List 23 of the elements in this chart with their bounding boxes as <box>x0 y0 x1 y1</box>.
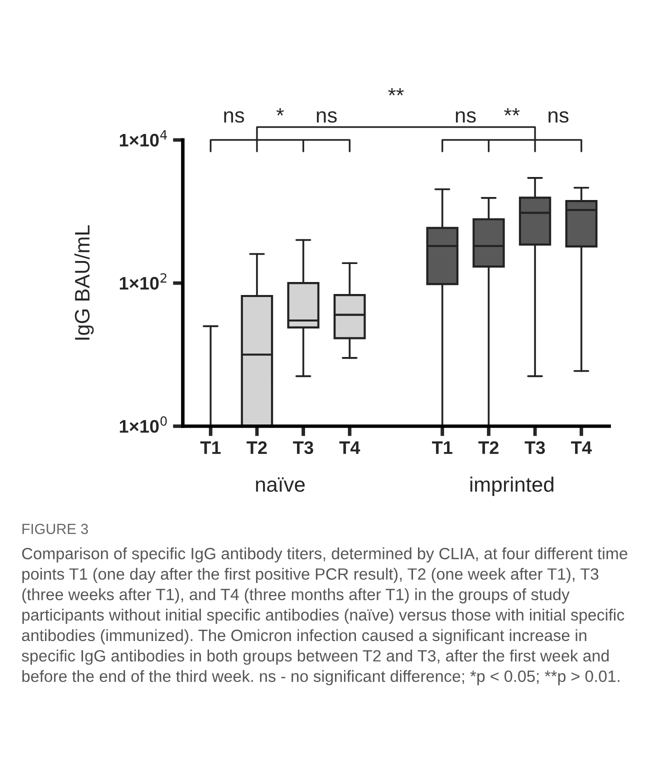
x-tick-label: T4 <box>571 441 592 454</box>
x-tick-label: T1 <box>200 441 221 454</box>
text: * <box>276 108 284 116</box>
x-tick-label: T2 <box>246 441 267 454</box>
text: imprinted <box>470 476 554 496</box>
caption: FIGURE 3 <box>22 524 88 534</box>
text: naïve <box>256 477 305 492</box>
x-tick-label: T3 <box>292 441 314 454</box>
text: ** <box>388 88 404 96</box>
x-tick-label: T4 <box>339 441 360 454</box>
y-tick-label: 1×10$^{4}$ <box>120 130 167 147</box>
x-tick-label: T2 <box>478 441 498 454</box>
text: ns <box>456 111 476 123</box>
text: ns <box>548 111 568 123</box>
text: ns <box>224 111 244 123</box>
text: ** <box>504 108 520 116</box>
y-tick-label: 1×10$^{0}$ <box>120 416 167 433</box>
text: ns <box>316 111 337 123</box>
x-tick-label: T3 <box>524 441 545 454</box>
y-tick-label: 1×10$^{2}$ <box>120 273 166 290</box>
x-tick-label: T1 <box>432 441 452 454</box>
y-axis-title: IgG BAU/mL <box>74 225 94 340</box>
text: Comparison of specific IgG antibody titers, determined by CLIA, at four different time points T1 (one day after the first positive PCR result), T2 (one week after T1), T3 (three weeks after T1), and T4 (three months after T1) in the groups of study participants without initial specific antibodies (naïve) versus those with initial specific antibodies (immunized). The Omicron infection caused a significant increase in specific IgG antibodies in both groups between T2 and T3, after the first week and before the end of the third week. ns - no significant difference; *p < 0.05; **p > 0.01. <box>22 547 628 686</box>
